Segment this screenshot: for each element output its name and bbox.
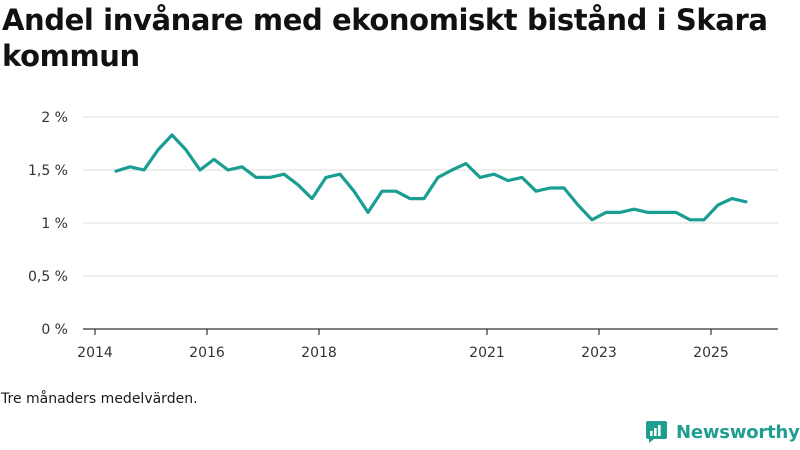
data-point	[394, 190, 398, 193]
data-point	[674, 211, 678, 214]
brand-name: Newsworthy	[676, 421, 800, 443]
data-point	[212, 158, 216, 161]
data-point	[730, 197, 734, 200]
data-point	[548, 186, 552, 190]
x-axis-labels: 2014 2016 2018 2021 2023 2025	[77, 345, 729, 361]
data-point	[534, 190, 538, 193]
data-point	[254, 176, 258, 179]
line-chart: 0 % 0,5 % 1 % 1,5 % 2 % 2014 2016 2018 2021 2023…	[28, 110, 778, 361]
data-point	[562, 186, 566, 190]
data-point	[520, 176, 524, 179]
data-point	[744, 200, 748, 203]
data-point	[478, 176, 482, 179]
data-point	[380, 190, 384, 193]
footnote: Tre månaders medelvärden.	[1, 391, 198, 407]
data-point	[688, 218, 692, 221]
data-point	[324, 176, 328, 179]
data-point	[646, 211, 650, 214]
x-tick-label: 2016	[189, 345, 225, 361]
data-point	[422, 197, 426, 200]
x-tick-label: 2023	[581, 345, 617, 361]
data-point	[268, 176, 272, 179]
y-tick-label: 0 %	[41, 322, 68, 338]
x-tick-label: 2014	[77, 345, 113, 361]
data-point	[590, 218, 594, 221]
data-point	[716, 203, 720, 207]
data-point	[604, 211, 608, 214]
data-point	[240, 165, 244, 168]
data-point	[128, 165, 132, 168]
data-point	[114, 169, 118, 173]
x-tick-label: 2025	[693, 345, 729, 361]
chart-title: Andel invånare med ekonomiskt bistånd i …	[2, 3, 768, 73]
data-point	[352, 190, 356, 193]
brand-logo: Newsworthy	[645, 420, 800, 444]
data-point	[338, 173, 342, 176]
gridlines	[83, 116, 778, 277]
y-axis-labels: 0 % 0,5 % 1 % 1,5 % 2 %	[28, 110, 68, 338]
data-point	[296, 183, 300, 186]
data-point	[226, 168, 230, 172]
data-point	[576, 203, 580, 207]
data-point	[198, 168, 202, 172]
data-point	[492, 173, 496, 176]
data-point	[282, 173, 286, 176]
x-tick-label: 2021	[469, 345, 505, 361]
data-point	[408, 197, 412, 200]
data-point	[632, 208, 636, 211]
data-point	[702, 218, 706, 221]
newsworthy-logo-icon	[646, 421, 667, 443]
x-tick-label: 2018	[301, 345, 337, 361]
data-point	[506, 179, 510, 182]
data-point	[170, 133, 174, 137]
y-tick-label: 1 %	[41, 216, 68, 232]
data-point	[184, 148, 188, 152]
data-point	[660, 211, 664, 214]
y-tick-label: 2 %	[41, 110, 68, 126]
data-point	[142, 168, 146, 172]
series-line	[114, 133, 748, 222]
y-tick-label: 0,5 %	[28, 269, 68, 285]
data-point	[464, 162, 468, 165]
data-point	[156, 148, 160, 152]
data-point	[450, 168, 454, 172]
data-point	[436, 176, 440, 179]
y-tick-label: 1,5 %	[28, 163, 68, 179]
data-point	[618, 211, 622, 214]
series-layer	[114, 133, 748, 222]
data-point	[310, 197, 314, 200]
x-axis	[83, 328, 778, 335]
data-point	[366, 211, 370, 214]
